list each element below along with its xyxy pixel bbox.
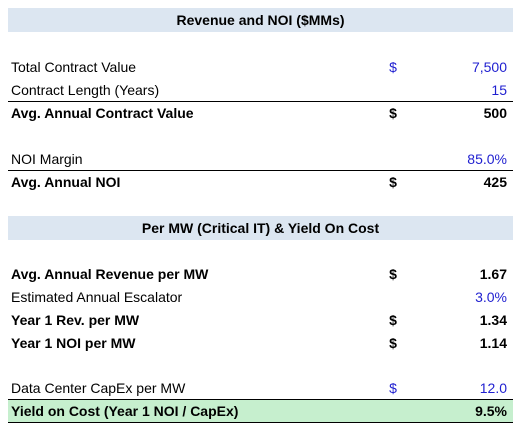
row-value: 1.34 xyxy=(479,312,507,328)
currency: $ xyxy=(389,380,397,396)
row: Data Center CapEx per MW $ 12.0 xyxy=(8,377,513,399)
row-label: Estimated Annual Escalator xyxy=(11,289,183,305)
row: Avg. Annual NOI $ 425 xyxy=(8,170,513,193)
row-label: Avg. Annual NOI xyxy=(11,174,121,190)
row-label: Contract Length (Years) xyxy=(11,82,160,98)
row-label: Yield on Cost (Year 1 NOI / CapEx) xyxy=(11,403,239,419)
row-label: NOI Margin xyxy=(11,151,83,167)
row-label: Year 1 Rev. per MW xyxy=(11,312,140,328)
row: Year 1 Rev. per MW $ 1.34 xyxy=(8,309,513,331)
row-value: 1.67 xyxy=(479,266,507,282)
row: Estimated Annual Escalator 3.0% xyxy=(8,286,513,308)
currency: $ xyxy=(389,174,397,190)
currency: $ xyxy=(389,105,397,121)
row-value: 1.14 xyxy=(479,335,507,351)
row: Contract Length (Years) 15 xyxy=(8,79,513,101)
row: Total Contract Value $ 7,500 xyxy=(8,56,513,78)
currency: $ xyxy=(389,266,397,282)
row-label: Avg. Annual Revenue per MW xyxy=(11,266,209,282)
row: Avg. Annual Contract Value $ 500 xyxy=(8,101,513,124)
currency: $ xyxy=(389,59,397,75)
row-value: 500 xyxy=(483,105,507,121)
section-header: Revenue and NOI ($MMs) xyxy=(8,8,513,32)
row-value: 15 xyxy=(491,82,507,98)
row-value: 425 xyxy=(483,174,507,190)
row: Avg. Annual Revenue per MW $ 1.67 xyxy=(8,263,513,285)
row-value: 9.5% xyxy=(475,403,507,419)
row-label: Year 1 NOI per MW xyxy=(11,335,136,351)
row-value: 7,500 xyxy=(471,59,507,75)
row: NOI Margin 85.0% xyxy=(8,148,513,170)
currency: $ xyxy=(389,312,397,328)
currency: $ xyxy=(389,335,397,351)
row-value: 85.0% xyxy=(467,151,507,167)
row: Year 1 NOI per MW $ 1.14 xyxy=(8,332,513,354)
row-value: 3.0% xyxy=(475,289,507,305)
row-label: Avg. Annual Contract Value xyxy=(11,105,194,121)
section-header: Per MW (Critical IT) & Yield On Cost xyxy=(8,216,513,240)
row-value: 12.0 xyxy=(479,380,507,396)
row-label: Data Center CapEx per MW xyxy=(11,380,186,396)
row: Yield on Cost (Year 1 NOI / CapEx) 9.5% xyxy=(8,399,513,423)
row-label: Total Contract Value xyxy=(11,59,137,75)
